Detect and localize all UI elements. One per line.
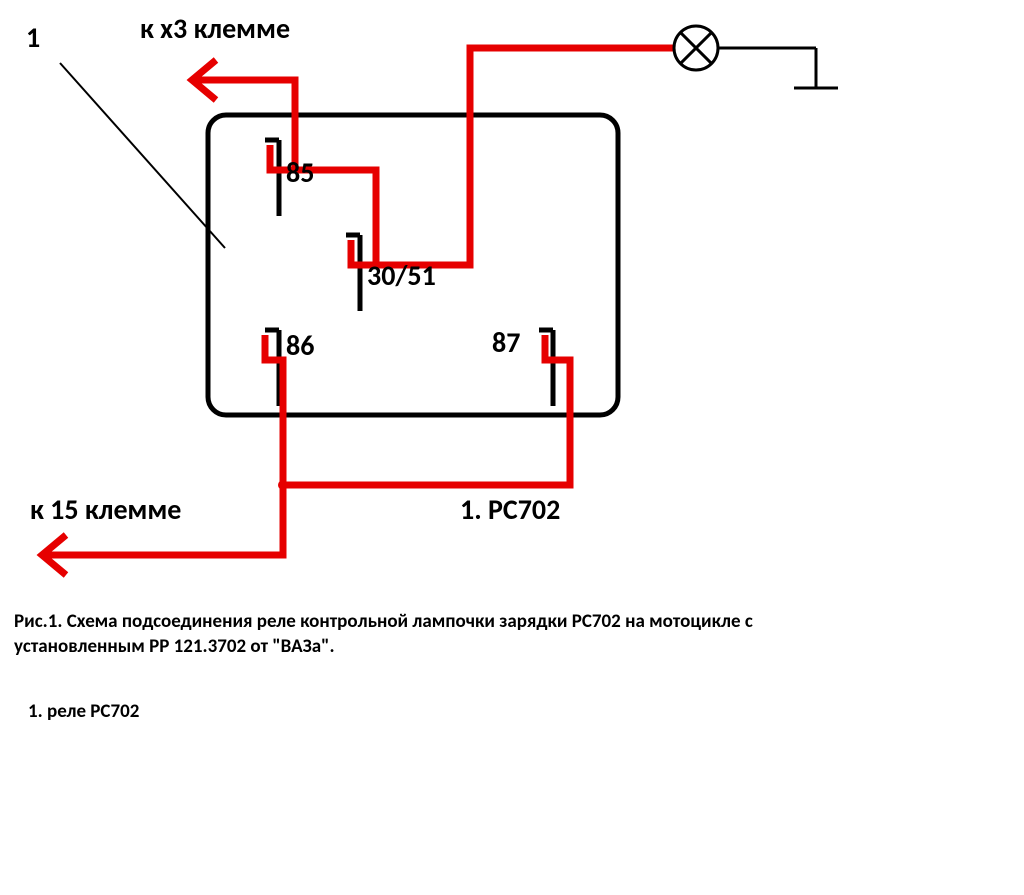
caption-line-1: Рис.1. Схема подсоединения реле контроль…: [14, 610, 753, 633]
label-to-x3: к х3 клемме: [140, 11, 290, 46]
caption-line-2: установленным РР 121.3702 от "ВАЗа".: [14, 635, 335, 658]
terminal-label-3051: 30/51: [367, 258, 436, 293]
legend-title: 1. PC702: [460, 492, 560, 527]
callout-1: 1: [26, 20, 40, 55]
figure-caption: Рис.1. Схема подсоединения реле контроль…: [14, 610, 753, 659]
terminal-label-87: 87: [492, 325, 520, 360]
terminal-label-85: 85: [286, 155, 314, 190]
legend-item-1: 1. реле РС702: [28, 700, 139, 723]
terminal-label-86: 86: [286, 328, 314, 363]
wire-junction: [278, 480, 288, 490]
wire-top: [192, 48, 674, 265]
wiring-diagram: [0, 0, 1024, 895]
label-to-15: к 15 клемме: [30, 492, 181, 527]
